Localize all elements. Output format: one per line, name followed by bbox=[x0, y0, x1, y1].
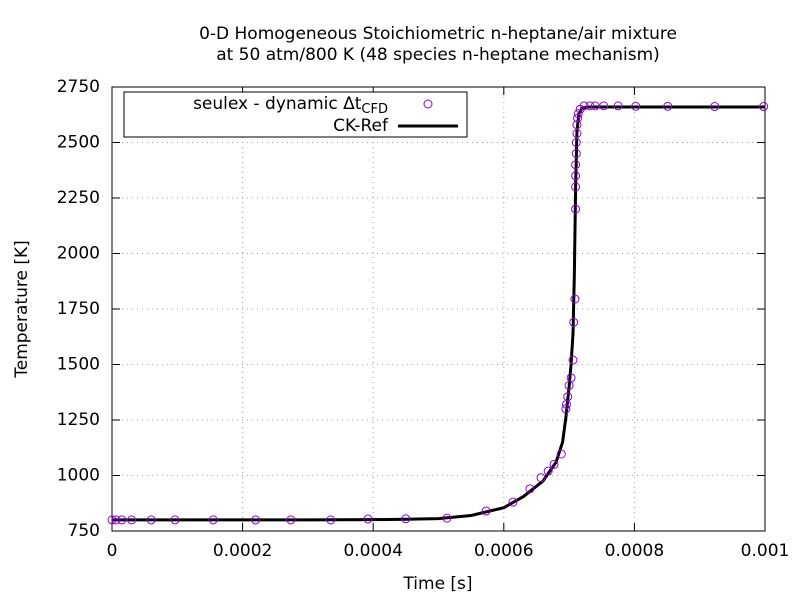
data-point bbox=[613, 101, 623, 111]
legend-box bbox=[123, 91, 468, 138]
data-point bbox=[251, 515, 261, 525]
x-tick-label: 0.0006 bbox=[474, 541, 533, 561]
y-tick-label: 2250 bbox=[57, 188, 100, 208]
data-point bbox=[107, 515, 117, 525]
data-point bbox=[111, 515, 121, 525]
legend-marker bbox=[423, 99, 433, 109]
data-point bbox=[572, 120, 582, 130]
data-point bbox=[631, 101, 641, 111]
data-point bbox=[571, 171, 581, 181]
data-point bbox=[599, 101, 609, 111]
data-point bbox=[579, 101, 589, 111]
data-point bbox=[561, 404, 571, 414]
x-tick-label: 0.0002 bbox=[213, 541, 272, 561]
data-point bbox=[536, 473, 546, 483]
data-point bbox=[573, 113, 583, 123]
data-point bbox=[585, 101, 595, 111]
y-tick-label: 1500 bbox=[57, 355, 100, 375]
data-point bbox=[573, 109, 583, 119]
data-point bbox=[663, 101, 673, 111]
data-point bbox=[571, 138, 581, 147]
data-point bbox=[570, 294, 580, 304]
data-point bbox=[759, 102, 769, 112]
data-point bbox=[363, 514, 373, 524]
plot-frame bbox=[111, 86, 766, 532]
x-tick-label: 0.0008 bbox=[605, 541, 664, 561]
x-tick-label: 0.0004 bbox=[343, 541, 402, 561]
data-point bbox=[146, 515, 156, 525]
legend-label-subscript: CFD bbox=[361, 102, 388, 117]
data-point bbox=[127, 515, 137, 525]
data-line bbox=[112, 105, 765, 522]
y-tick-label: 1000 bbox=[57, 466, 100, 486]
data-point bbox=[481, 506, 491, 516]
y-tick-label: 1250 bbox=[57, 410, 100, 430]
data-point bbox=[401, 514, 411, 524]
data-point bbox=[569, 317, 579, 327]
data-point bbox=[571, 204, 581, 214]
data-point bbox=[508, 497, 518, 507]
x-axis-label: Time [s] bbox=[402, 574, 472, 594]
y-tick-label: 2750 bbox=[57, 77, 100, 97]
data-point bbox=[556, 449, 566, 459]
legend-label: seulex - dynamic ΔtCFD bbox=[193, 94, 388, 117]
data-point bbox=[571, 160, 581, 170]
data-point bbox=[571, 149, 581, 159]
y-axis-label: Temperature [K] bbox=[12, 240, 32, 379]
data-point bbox=[208, 515, 218, 525]
legend-label-text: seulex - dynamic Δt bbox=[193, 94, 362, 114]
data-point bbox=[442, 513, 452, 523]
chart-subtitle: at 50 atm/800 K (48 species n-heptane me… bbox=[216, 45, 660, 65]
x-tick-label: 0.001 bbox=[741, 541, 790, 561]
data-point bbox=[572, 129, 582, 139]
data-point bbox=[525, 484, 535, 494]
x-tick-label: 0 bbox=[107, 541, 118, 561]
data-point bbox=[549, 459, 559, 469]
data-point bbox=[568, 355, 578, 365]
y-tick-label: 750 bbox=[68, 521, 100, 541]
data-point bbox=[543, 466, 553, 476]
data-point bbox=[117, 515, 127, 525]
y-tick-label: 2000 bbox=[57, 244, 100, 264]
legend-label: CK-Ref bbox=[333, 116, 389, 136]
data-point bbox=[286, 515, 296, 525]
data-point bbox=[566, 373, 576, 383]
legend-label-text: CK-Ref bbox=[333, 116, 389, 136]
data-point bbox=[326, 515, 336, 525]
data-point bbox=[563, 392, 573, 402]
data-point bbox=[170, 515, 180, 525]
chart-title: 0-D Homogeneous Stoichiometric n-heptane… bbox=[199, 24, 677, 44]
data-point bbox=[571, 182, 581, 192]
y-tick-label: 2500 bbox=[57, 133, 100, 153]
data-point bbox=[710, 102, 720, 112]
y-tick-label: 1750 bbox=[57, 299, 100, 319]
